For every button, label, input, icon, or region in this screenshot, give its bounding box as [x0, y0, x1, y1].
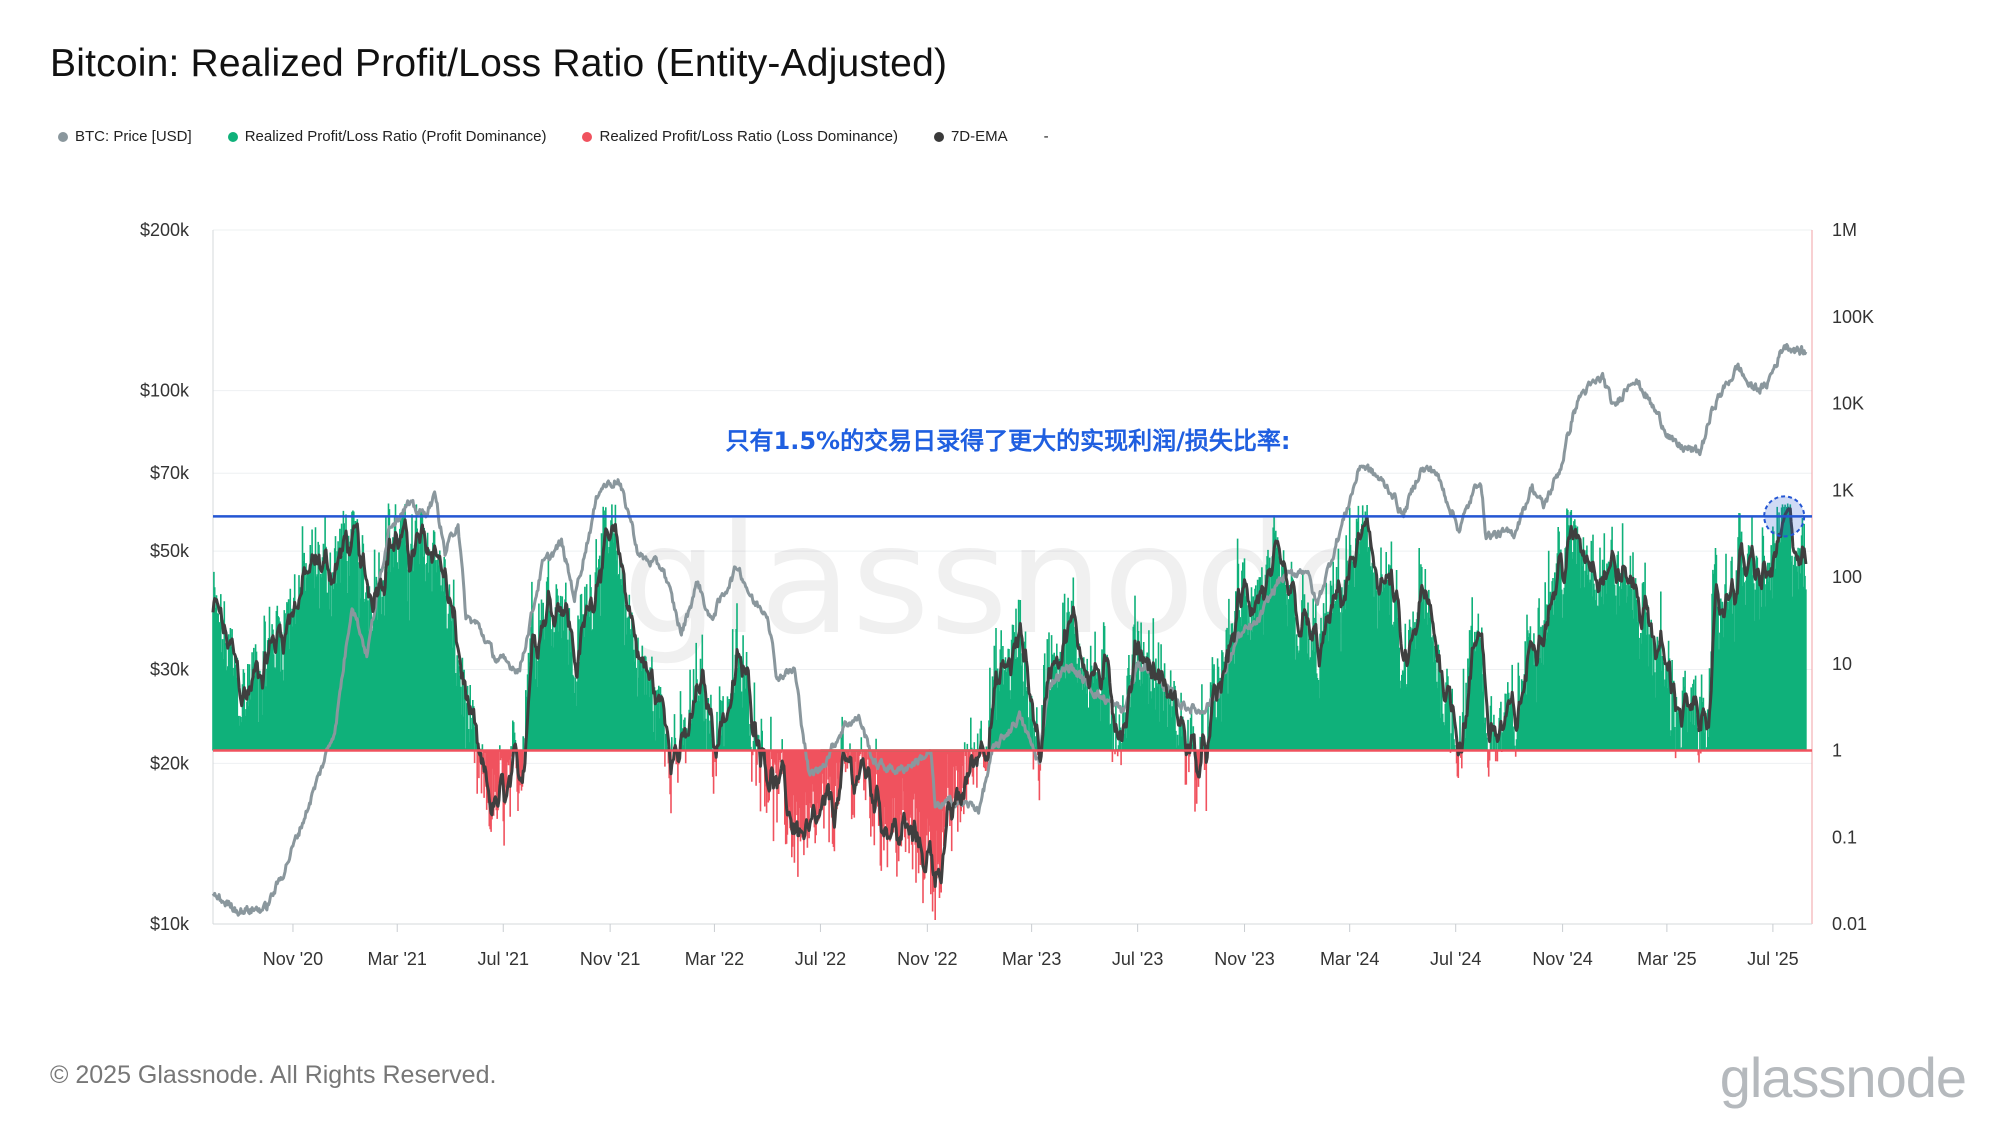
glassnode-logo: glassnode — [1719, 1046, 1967, 1109]
copyright-text: © 2025 Glassnode. All Rights Reserved. — [50, 1061, 497, 1089]
legend-item[interactable]: 7D-EMA — [933, 128, 1008, 145]
x-tick-label: Jul '23 — [1112, 949, 1163, 969]
y-left-tick-label: $10k — [150, 914, 190, 934]
annotation-text: 只有1.5%的交易日录得了更大的实现利润/损失比率: — [726, 427, 1291, 455]
x-tick-label: Mar '24 — [1320, 949, 1379, 969]
legend-label: - — [1043, 128, 1049, 145]
btc-price-line — [211, 343, 1808, 917]
x-tick-label: Nov '22 — [897, 949, 957, 969]
y-right-tick-label: 1M — [1832, 220, 1857, 240]
x-tick-label: Mar '25 — [1637, 949, 1696, 969]
legend-item[interactable]: - — [1044, 128, 1049, 145]
y-right-tick-label: 0.1 — [1832, 827, 1857, 847]
y-left-tick-label: $70k — [150, 463, 190, 483]
legend-swatch — [58, 131, 68, 142]
legend-label: BTC: Price [USD] — [75, 128, 192, 145]
y-right-tick-label: 10 — [1832, 654, 1852, 674]
y-right-tick-label: 1 — [1832, 741, 1842, 761]
x-tick-label: Mar '22 — [685, 949, 744, 969]
x-tick-label: Jul '22 — [795, 949, 846, 969]
legend-label: 7D-EMA — [950, 128, 1008, 145]
x-tick-label: Jul '24 — [1430, 949, 1481, 969]
y-right-tick-label: 1K — [1832, 480, 1854, 500]
y-left-tick-label: $50k — [150, 541, 190, 561]
legend-item[interactable]: Realized Profit/Loss Ratio (Loss Dominan… — [582, 128, 898, 145]
legend-label: Realized Profit/Loss Ratio (Loss Dominan… — [599, 128, 898, 145]
y-left-tick-label: $200k — [140, 220, 190, 240]
highlight-marker — [1763, 495, 1806, 538]
legend: BTC: Price [USD] Realized Profit/Loss Rat… — [58, 128, 1085, 145]
x-tick-label: Nov '24 — [1532, 949, 1592, 969]
y-right-tick-label: 100 — [1832, 567, 1862, 587]
x-tick-label: Mar '21 — [367, 949, 426, 969]
legend-swatch — [933, 131, 944, 142]
loss-dominance-bars — [473, 750, 1702, 920]
loss-dominance-series — [473, 750, 1702, 920]
y-left-tick-label: $30k — [150, 659, 190, 679]
y-left-tick-label: $20k — [150, 753, 190, 773]
page-title: Bitcoin: Realized Profit/Loss Ratio (Ent… — [50, 42, 948, 85]
y-right-tick-label: 0.01 — [1832, 914, 1867, 934]
legend-item[interactable]: Realized Profit/Loss Ratio (Profit Domin… — [227, 128, 547, 145]
x-tick-label: Nov '23 — [1214, 949, 1274, 969]
profit-dominance-series — [212, 503, 1807, 751]
x-tick-label: Nov '21 — [580, 949, 640, 969]
legend-item[interactable]: BTC: Price [USD] — [58, 128, 192, 145]
ema-7d-line — [211, 507, 1808, 888]
x-tick-label: Jul '25 — [1747, 949, 1798, 969]
y-right-tick-label: 100K — [1832, 307, 1874, 327]
legend-label: Realized Profit/Loss Ratio (Profit Domin… — [244, 128, 547, 145]
legend-swatch — [582, 131, 593, 142]
legend-swatch — [227, 131, 238, 142]
y-right-tick-label: 10K — [1832, 394, 1864, 414]
profit-dominance-bars — [212, 503, 1807, 751]
x-tick-label: Jul '21 — [478, 949, 529, 969]
x-tick-label: Nov '20 — [263, 949, 323, 969]
y-left-tick-label: $100k — [140, 381, 190, 401]
x-tick-label: Mar '23 — [1002, 949, 1061, 969]
